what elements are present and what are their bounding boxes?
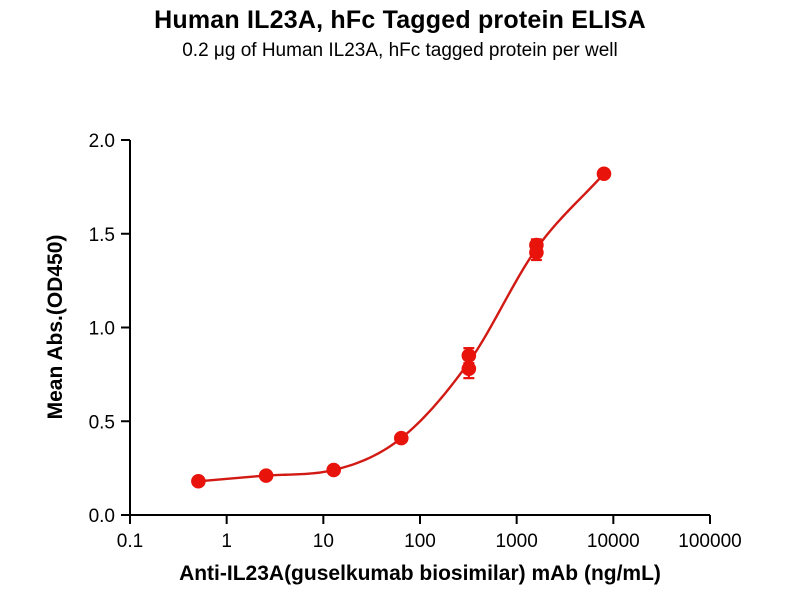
plot-area: 0.1 1 10 100 1000 10000 100000 0.0 0.5 1.0 1.5 2.0 [89, 131, 742, 552]
data-point [529, 237, 544, 253]
x-tick-label: 10 [313, 531, 334, 552]
x-tick-label: 10000 [587, 531, 640, 552]
x-tick-label: 100000 [678, 531, 741, 552]
x-tick-label: 1000 [496, 531, 538, 552]
x-tick-label: 1 [221, 531, 232, 552]
data-point [191, 473, 206, 489]
chart-subtitle: 0.2 μg of Human IL23A, hFc tagged protei… [182, 40, 618, 61]
data-point [596, 166, 612, 182]
y-axis-label: Mean Abs.(OD450) [44, 235, 67, 420]
y-tick-label: 0.5 [89, 412, 115, 433]
y-tick-label: 1.0 [89, 319, 115, 340]
y-tick-label: 2.0 [89, 131, 115, 152]
data-point [461, 361, 477, 377]
data-point [461, 348, 477, 363]
data-point [326, 462, 341, 478]
y-tick-label: 1.5 [89, 225, 115, 246]
data-point [393, 430, 409, 446]
x-axis-label: Anti-IL23A(guselkumab biosimilar) mAb (n… [179, 562, 661, 585]
data-point [258, 468, 274, 483]
chart-title: Human IL23A, hFc Tagged protein ELISA [154, 6, 646, 34]
x-tick-label: 100 [404, 531, 436, 552]
x-tick-label: 0.1 [117, 531, 143, 552]
y-tick-label: 0.0 [89, 506, 115, 527]
